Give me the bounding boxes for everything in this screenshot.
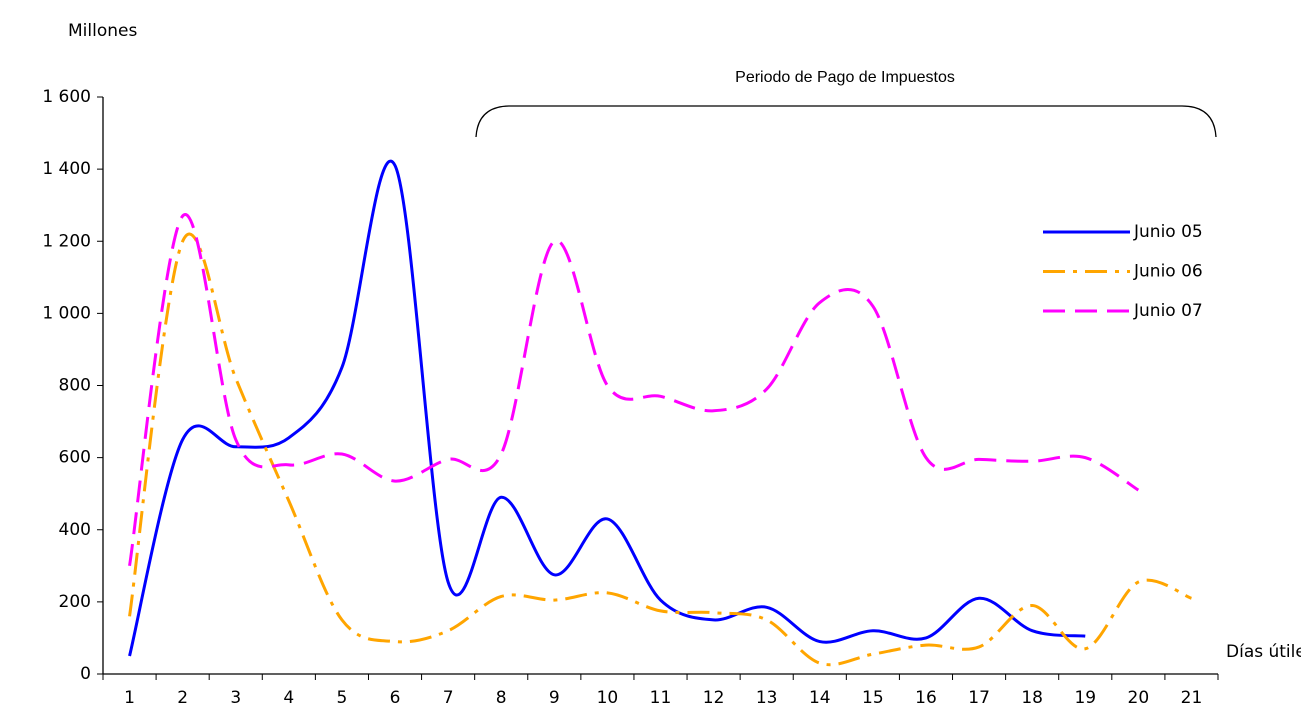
x-tick-label: 14	[809, 688, 831, 708]
annotation: Periodo de Pago de Impuestos	[735, 69, 955, 86]
series-line	[128, 159, 1086, 657]
x-tick-label: 6	[390, 688, 401, 708]
x-tick-label: 11	[650, 688, 672, 708]
legend-label: Junio 05	[1133, 222, 1203, 242]
y-tick-label: 800	[59, 376, 91, 396]
x-tick-label: 5	[337, 688, 348, 708]
legend-label: Junio 07	[1133, 301, 1203, 321]
y-tick-label: 200	[59, 592, 91, 612]
y-tick-label: 1 400	[42, 159, 91, 179]
legend-label: Junio 06	[1133, 262, 1203, 282]
y-tick-label: 1 000	[42, 303, 91, 323]
x-tick-label: 9	[549, 688, 560, 708]
y-tick-label: 1 200	[42, 231, 91, 251]
y-tick-label: 600	[59, 448, 91, 468]
x-tick-label: 4	[283, 688, 294, 708]
x-tick-label: 10	[597, 688, 619, 708]
x-tick-label: 21	[1181, 688, 1203, 708]
x-tick-label: 1	[124, 688, 135, 708]
series-line	[128, 213, 1140, 567]
x-tick-label: 8	[496, 688, 507, 708]
x-tick-label: 13	[756, 688, 778, 708]
series-line	[128, 232, 1193, 667]
x-tick-label: 19	[1074, 688, 1096, 708]
brace	[475, 105, 1217, 138]
x-tick-label: 12	[703, 688, 725, 708]
y-axis-label: Millones	[68, 21, 137, 41]
x-tick-label: 7	[443, 688, 454, 708]
x-tick-label: 18	[1021, 688, 1043, 708]
x-tick-label: 20	[1128, 688, 1150, 708]
x-tick-label: 2	[177, 688, 188, 708]
x-tick-label: 17	[968, 688, 990, 708]
y-tick-label: 1 600	[42, 87, 91, 107]
x-tick-label: 3	[230, 688, 241, 708]
x-axis-label: Días útiles	[1226, 642, 1301, 662]
x-tick-label: 16	[915, 688, 937, 708]
x-tick-label: 15	[862, 688, 884, 708]
y-tick-label: 400	[59, 520, 91, 540]
y-tick-label: 0	[80, 664, 91, 684]
